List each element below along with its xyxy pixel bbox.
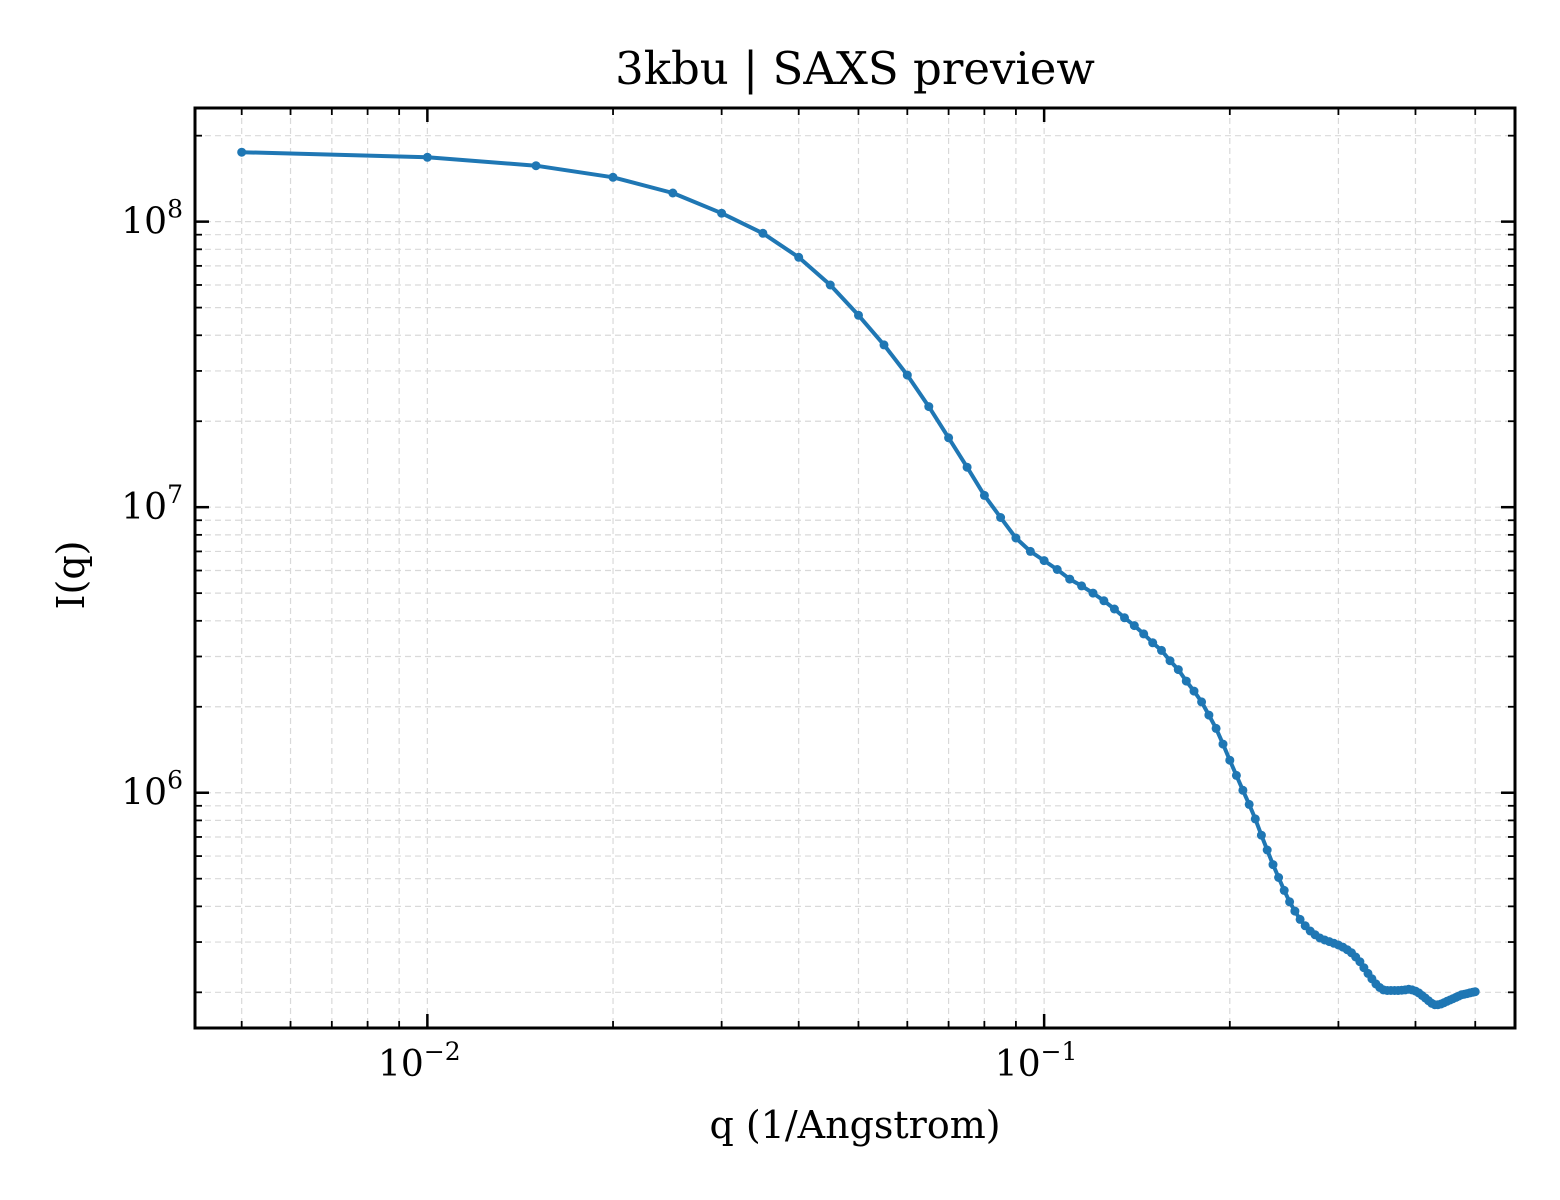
- data-point: [1120, 613, 1129, 623]
- data-point: [1165, 656, 1175, 666]
- data-point: [1011, 533, 1021, 543]
- data-point: [1256, 830, 1266, 840]
- x-tick-label: 10−2: [378, 1037, 461, 1085]
- data-point: [1250, 814, 1260, 824]
- y-tick-label: 107: [121, 480, 183, 528]
- data-point: [608, 172, 618, 182]
- data-point: [1139, 629, 1149, 639]
- x-tick-label: 10−1: [995, 1037, 1078, 1085]
- data-point: [531, 161, 541, 171]
- data-point: [1470, 987, 1480, 997]
- data-point: [902, 370, 912, 380]
- data-point: [854, 310, 863, 320]
- data-point: [1189, 686, 1199, 696]
- data-point: [1099, 596, 1109, 606]
- data-point: [1244, 799, 1254, 809]
- y-axis-label: I(q): [49, 541, 93, 610]
- data-point: [1173, 665, 1183, 675]
- data-point: [1129, 621, 1139, 631]
- ticks: [195, 108, 1515, 1028]
- data-point: [825, 280, 835, 290]
- data-point: [1225, 755, 1235, 765]
- data-point: [237, 147, 247, 157]
- data-point: [962, 462, 972, 472]
- data-point: [1065, 574, 1075, 584]
- data-point: [1211, 723, 1221, 733]
- data-point: [1274, 873, 1284, 882]
- data-point: [1285, 897, 1295, 907]
- plot-frame: [193, 106, 1517, 1030]
- data-point: [1204, 710, 1214, 720]
- data-point: [794, 252, 804, 262]
- data-point: [1295, 914, 1305, 924]
- data-point: [1290, 906, 1300, 916]
- data-point: [924, 402, 934, 412]
- data-point: [1238, 785, 1248, 795]
- data-point: [717, 208, 727, 218]
- data-point: [879, 340, 889, 350]
- data-point: [1231, 770, 1241, 780]
- data-point: [1052, 565, 1062, 574]
- data-point: [1025, 546, 1035, 556]
- data-point: [1218, 739, 1228, 749]
- data-point: [1197, 697, 1207, 707]
- data-point: [996, 513, 1006, 522]
- data-point: [1109, 604, 1119, 614]
- data-point: [979, 490, 989, 500]
- data-point: [1262, 845, 1272, 855]
- data-point: [1148, 638, 1158, 648]
- data-point: [1039, 556, 1049, 566]
- tick-labels: 10−2 10−1 106 107 108: [121, 195, 1077, 1085]
- grid: [195, 108, 1515, 1028]
- data-point: [758, 228, 768, 238]
- data-point: [1279, 885, 1289, 895]
- y-tick-label: 106: [121, 766, 183, 814]
- x-axis-label: q (1/Angstrom): [709, 1103, 1000, 1147]
- data-point: [1181, 676, 1191, 686]
- data-point: [1157, 645, 1166, 655]
- y-tick-label: 108: [121, 195, 183, 243]
- data-point: [668, 188, 678, 198]
- data-point: [1077, 581, 1087, 591]
- series-layer: [237, 147, 1480, 1010]
- data-point: [1088, 588, 1098, 598]
- chart-title: 3kbu | SAXS preview: [615, 42, 1095, 95]
- data-point: [422, 152, 432, 162]
- data-point: [944, 433, 954, 443]
- data-point: [1268, 860, 1278, 870]
